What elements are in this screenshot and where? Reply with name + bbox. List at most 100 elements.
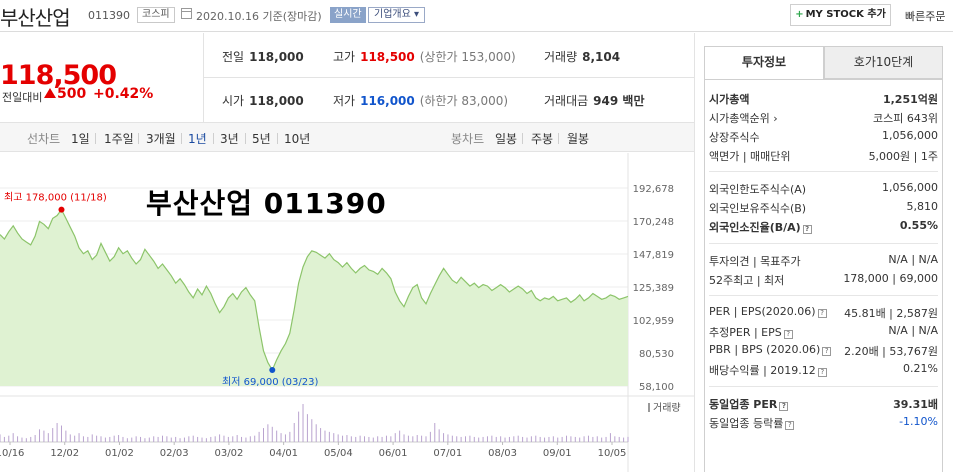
- x-tick-label: 07/01: [433, 448, 462, 459]
- info-value: N/A | N/A: [888, 253, 938, 266]
- y-tick-label: 102,959: [633, 316, 674, 327]
- stat-high: 고가 118,500 (상한가 153,000): [333, 48, 516, 65]
- separator: [522, 133, 523, 144]
- min-point: [269, 366, 276, 373]
- line-chart-label: 선차트: [27, 132, 61, 146]
- info-row-dividend: 배당수익률 | 2019.12? 0.21%: [705, 359, 942, 379]
- tab-order-book[interactable]: 호가10단계: [824, 46, 943, 79]
- overlay-stock-title: 부산산업 011390: [146, 187, 387, 220]
- help-icon[interactable]: ?: [822, 347, 832, 356]
- x-tick-label: 01/02: [105, 448, 134, 459]
- info-value: 0.55%: [899, 219, 938, 232]
- info-label-text: 배당수익률 | 2019.12: [709, 364, 816, 377]
- info-label: 상장주식수: [709, 131, 760, 144]
- y-tick-label: 192,678: [633, 184, 674, 195]
- chevron-down-icon: ▾: [414, 9, 420, 20]
- info-value: 5,810: [906, 200, 939, 213]
- info-label: 외국인한도주식수(A): [709, 183, 807, 196]
- period-1w[interactable]: 1주일: [104, 132, 134, 146]
- info-label: 외국인보유주식수(B): [709, 202, 807, 215]
- x-tick-label: 03/02: [214, 448, 243, 459]
- period-5y[interactable]: 5년: [252, 132, 271, 146]
- stat-trade-amount: 거래대금 949 백만: [544, 92, 644, 109]
- stat-label: 고가: [333, 50, 356, 64]
- candle-weekly[interactable]: 주봉: [531, 132, 554, 146]
- separator: [245, 133, 246, 144]
- info-label-text: 추정PER | EPS: [709, 326, 782, 339]
- info-value: 39.31배: [893, 398, 938, 411]
- help-icon[interactable]: ?: [817, 368, 827, 377]
- info-row-opinion: 투자의견 | 목표주가 N/A | N/A: [705, 250, 942, 270]
- info-value: 1,056,000: [882, 181, 938, 194]
- info-row-foreign-limit: 외국인한도주식수(A) 1,056,000: [705, 178, 942, 198]
- x-tick-label: 02/03: [160, 448, 189, 459]
- info-label-text: PBR | BPS (2020.06): [709, 343, 821, 356]
- divider: [694, 33, 695, 472]
- stat-value: 116,000: [360, 94, 415, 108]
- company-overview-label: 기업개요: [374, 9, 411, 20]
- info-label-text: 시가총액순위: [709, 112, 770, 125]
- period-3m[interactable]: 3개월: [146, 132, 176, 146]
- separator: [277, 133, 278, 144]
- realtime-button[interactable]: 실시간: [330, 7, 366, 23]
- divider: [709, 171, 938, 172]
- change-amount: 500: [44, 86, 86, 102]
- period-1d[interactable]: 1일: [71, 132, 90, 146]
- price-area: [0, 209, 628, 386]
- period-10y[interactable]: 10년: [284, 132, 311, 146]
- price-chart[interactable]: 192,678 170,248 147,819 125,389 102,959 80,53…: [0, 153, 694, 472]
- min-label: 최저 69,000 (03/23): [222, 376, 318, 388]
- stock-name: 부산산업: [0, 6, 71, 30]
- y-tick-label: 80,530: [639, 349, 674, 360]
- help-icon[interactable]: ?: [785, 421, 795, 430]
- candle-monthly[interactable]: 월봉: [567, 132, 590, 146]
- stat-volume: 거래량 8,104: [544, 48, 620, 65]
- stat-label: 전일: [222, 50, 245, 64]
- stat-prev-close: 전일 118,000: [222, 48, 304, 65]
- info-row-per: PER | EPS(2020.06)? 45.81배 | 2,587원: [705, 302, 942, 322]
- current-price: 118,500: [0, 60, 117, 91]
- period-3y[interactable]: 3년: [220, 132, 239, 146]
- quick-order-link[interactable]: 빠른주문: [905, 10, 946, 23]
- stat-low: 저가 116,000 (하한가 83,000): [333, 92, 508, 109]
- info-value: N/A | N/A: [888, 324, 938, 337]
- x-tick-label: 09/01: [543, 448, 572, 459]
- info-label: PBR | BPS (2020.06)?: [709, 343, 832, 356]
- x-tick-label: 08/03: [488, 448, 517, 459]
- candle-daily[interactable]: 일봉: [495, 132, 518, 146]
- calendar-icon: [181, 8, 192, 19]
- divider: [203, 77, 694, 78]
- stock-code: 011390: [88, 9, 130, 22]
- stat-value: 118,000: [249, 50, 304, 64]
- help-icon[interactable]: ?: [817, 309, 827, 318]
- y-tick-label: 58,100: [639, 382, 674, 393]
- info-label: 투자의견 | 목표주가: [709, 255, 801, 268]
- x-tick-label: 05/04: [324, 448, 353, 459]
- help-icon[interactable]: ?: [802, 225, 812, 234]
- investment-info-panel: 시가총액 1,251억원 시가총액순위 › 코스피 643위 상장주식수 1,056,…: [704, 79, 943, 472]
- help-icon[interactable]: ?: [779, 402, 789, 411]
- help-icon[interactable]: ?: [783, 330, 793, 339]
- period-1y[interactable]: 1년: [188, 132, 207, 146]
- tab-investment-info[interactable]: 투자정보: [704, 46, 824, 79]
- stat-label: 시가: [222, 94, 245, 108]
- divider: [709, 295, 938, 296]
- stat-label: 거래대금: [544, 94, 589, 108]
- divider: [709, 243, 938, 244]
- info-row-pbr: PBR | BPS (2020.06)? 2.20배 | 53,767원: [705, 340, 942, 360]
- volume-legend-icon: [648, 403, 650, 412]
- info-row-par-value: 액면가 | 매매단위 5,000원 | 1주: [705, 145, 942, 165]
- info-row-sector-rate: 동일업종 등락률? -1.10%: [705, 412, 942, 432]
- info-label: 52주최고 | 최저: [709, 274, 785, 287]
- stat-value: 949 백만: [593, 94, 645, 108]
- company-overview-dropdown[interactable]: 기업개요 ▾: [368, 7, 426, 23]
- stat-value: 118,500: [360, 50, 415, 64]
- info-value: 5,000원 | 1주: [868, 150, 938, 163]
- stat-value: 8,104: [582, 50, 621, 64]
- change-label: 전일대비: [2, 91, 43, 104]
- info-value: 1,251억원: [882, 93, 938, 106]
- chart-period-bar: 선차트 1일 1주일 3개월 1년 3년 5년 10년 봉차트 일봉 주봉 월봉: [0, 122, 694, 152]
- chevron-right-icon: ›: [773, 112, 778, 125]
- my-stock-add-button[interactable]: + MY STOCK 추가: [790, 4, 891, 26]
- separator: [181, 133, 182, 144]
